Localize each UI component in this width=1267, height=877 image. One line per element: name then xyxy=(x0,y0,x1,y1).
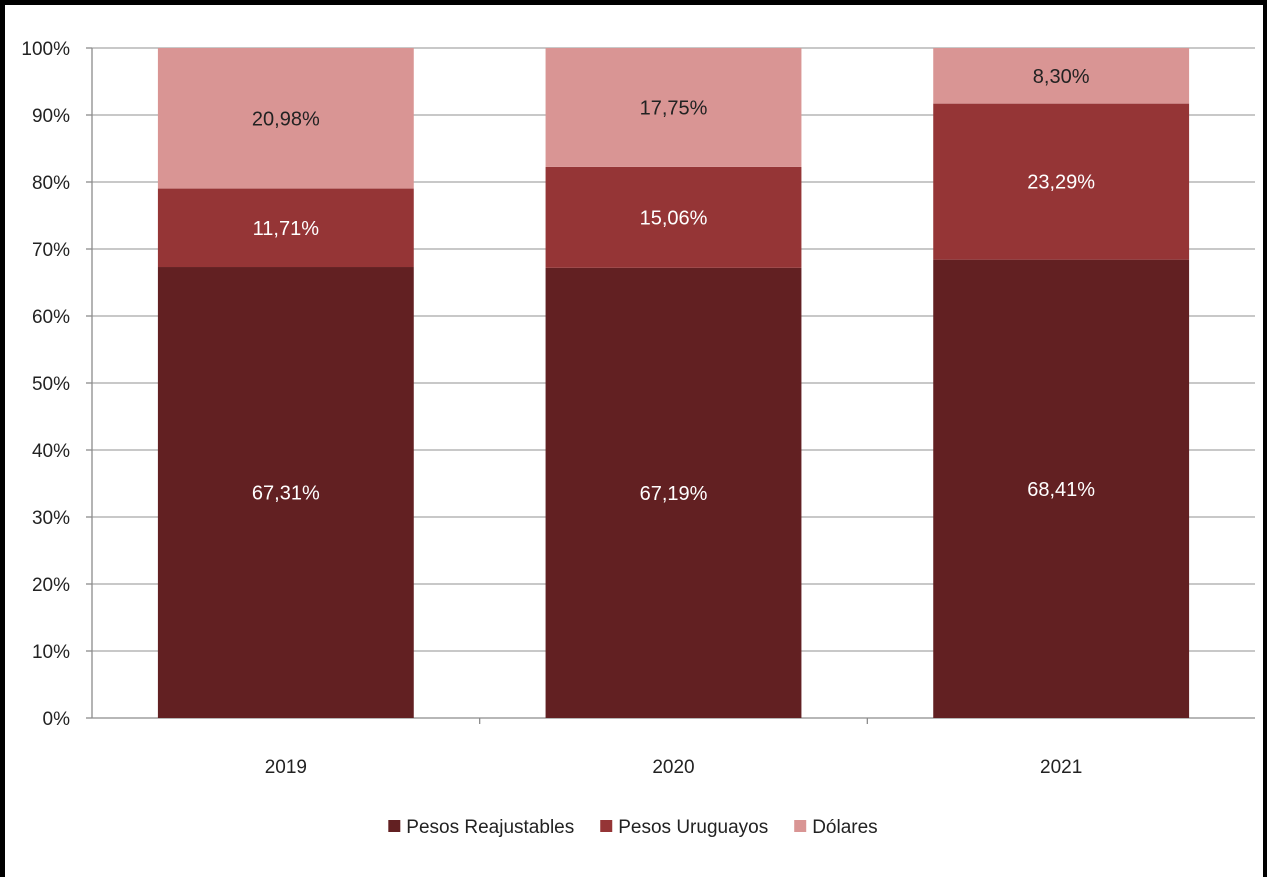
legend-label: Dólares xyxy=(812,817,877,838)
data-label: 67,31% xyxy=(252,483,320,505)
legend-swatch xyxy=(388,820,401,832)
data-label: 68,41% xyxy=(1027,479,1095,501)
legend-label: Pesos Reajustables xyxy=(406,817,574,838)
data-label: 20,98% xyxy=(252,108,320,130)
data-label: 8,30% xyxy=(1033,66,1090,88)
bar-segment xyxy=(933,103,1190,260)
legend-item: Dólares xyxy=(794,817,878,838)
bar-segment xyxy=(545,267,802,718)
y-tick-label: 30% xyxy=(32,508,70,529)
legend-item: Pesos Uruguayos xyxy=(600,817,768,838)
x-tick-label: 2019 xyxy=(265,757,307,778)
bar-segment xyxy=(157,267,414,718)
legend-swatch xyxy=(794,820,807,832)
y-tick-label: 50% xyxy=(32,374,70,395)
legend-swatch xyxy=(600,820,613,832)
data-label: 11,71% xyxy=(253,218,320,240)
legend-item: Pesos Reajustables xyxy=(388,817,574,838)
legend: Pesos Reajustables Pesos Uruguayos Dólares xyxy=(388,817,878,838)
bar-segment xyxy=(157,48,414,189)
y-tick-label: 20% xyxy=(32,575,70,596)
y-tick-label: 10% xyxy=(32,642,70,663)
data-label: 67,19% xyxy=(640,483,708,505)
data-label: 15,06% xyxy=(640,207,708,229)
data-label: 17,75% xyxy=(640,97,708,119)
bar-segment xyxy=(545,48,802,167)
bars: 67,31% 11,71% 20,98% 67,19% 15,06% 17,75% 68,4… xyxy=(157,48,1190,718)
y-tick-label: 60% xyxy=(32,307,70,328)
y-tick-label: 70% xyxy=(32,240,70,261)
bar-segment xyxy=(157,188,414,268)
bar-segment xyxy=(545,166,802,268)
bar-segment xyxy=(933,259,1190,718)
y-tick-label: 80% xyxy=(32,173,70,194)
y-tick-label: 100% xyxy=(21,39,70,60)
y-tick-label: 90% xyxy=(32,106,70,127)
x-tick-label: 2020 xyxy=(652,757,694,778)
y-axis: 0% 10% 20% 30% 40% 50% 60% 70% 80% 90% 100% xyxy=(21,39,93,730)
bar-segment xyxy=(933,48,1190,104)
data-label: 23,29% xyxy=(1027,172,1095,194)
x-tick-label: 2021 xyxy=(1040,757,1082,778)
y-tick-label: 0% xyxy=(43,709,71,730)
y-tick-label: 40% xyxy=(32,441,70,462)
x-axis: 2019 2020 2021 xyxy=(265,718,1082,778)
legend-label: Pesos Uruguayos xyxy=(618,817,768,838)
